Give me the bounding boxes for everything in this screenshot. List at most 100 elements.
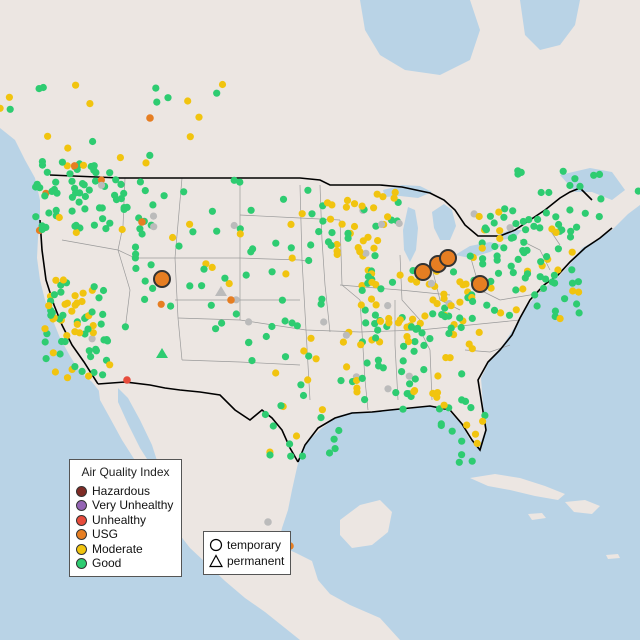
station-marker bbox=[298, 210, 306, 218]
station-marker bbox=[68, 307, 76, 315]
cuba bbox=[470, 474, 565, 500]
station-marker bbox=[479, 260, 487, 268]
jamaica bbox=[528, 513, 546, 520]
station-marker bbox=[136, 178, 144, 186]
station-marker bbox=[36, 184, 44, 192]
station-marker bbox=[92, 169, 100, 177]
station-marker bbox=[384, 213, 392, 221]
station-marker bbox=[363, 359, 371, 367]
station-marker bbox=[413, 324, 422, 332]
station-marker bbox=[261, 410, 269, 419]
station-marker bbox=[388, 278, 397, 286]
station-marker bbox=[554, 266, 562, 274]
station-marker bbox=[571, 175, 579, 183]
station-marker bbox=[87, 162, 95, 171]
station-marker bbox=[169, 233, 177, 242]
station-marker bbox=[200, 265, 208, 273]
shape-row-temporary: temporary bbox=[209, 537, 281, 553]
station-marker bbox=[410, 388, 418, 396]
station-marker bbox=[374, 356, 382, 364]
station-marker bbox=[407, 323, 416, 331]
station-marker bbox=[232, 310, 240, 318]
station-marker bbox=[57, 288, 65, 296]
station-marker bbox=[266, 451, 274, 459]
station-marker bbox=[297, 381, 305, 389]
station-marker bbox=[63, 332, 71, 340]
station-marker bbox=[421, 312, 429, 320]
station-marker bbox=[247, 206, 255, 214]
station-marker bbox=[71, 162, 79, 170]
station-marker bbox=[457, 323, 465, 332]
station-marker bbox=[288, 254, 296, 262]
station-marker bbox=[545, 188, 553, 197]
station-marker bbox=[398, 368, 406, 376]
station-marker bbox=[262, 332, 270, 341]
station-marker bbox=[483, 301, 491, 309]
station-marker bbox=[505, 311, 514, 319]
station-marker bbox=[43, 168, 51, 176]
legend-title: Air Quality Index bbox=[81, 465, 170, 479]
station-marker bbox=[84, 325, 92, 333]
station-marker bbox=[319, 217, 327, 225]
station-marker bbox=[281, 353, 290, 361]
station-marker bbox=[491, 242, 499, 251]
station-marker bbox=[44, 132, 52, 140]
station-marker bbox=[475, 328, 483, 336]
station-marker bbox=[440, 401, 448, 409]
station-marker bbox=[481, 224, 489, 232]
station-marker bbox=[99, 286, 108, 295]
station-marker bbox=[141, 277, 149, 285]
legend-row-unhealthy: Unhealthy bbox=[76, 513, 146, 527]
station-marker bbox=[338, 220, 346, 228]
station-marker bbox=[458, 437, 466, 445]
station-marker bbox=[581, 209, 589, 217]
station-marker bbox=[72, 228, 80, 237]
station-marker bbox=[400, 342, 408, 350]
baja-california bbox=[98, 384, 158, 482]
yucatan bbox=[340, 500, 392, 548]
station-marker bbox=[411, 338, 419, 346]
station-marker bbox=[106, 219, 114, 227]
station-marker bbox=[486, 212, 494, 220]
station-marker bbox=[359, 237, 367, 245]
legend-row-usg: USG bbox=[76, 527, 118, 541]
station-marker bbox=[236, 178, 244, 186]
station-marker bbox=[353, 376, 361, 385]
station-marker bbox=[413, 278, 421, 286]
station-marker bbox=[282, 270, 290, 278]
station-marker bbox=[208, 263, 216, 271]
station-marker bbox=[335, 426, 343, 435]
station-marker bbox=[315, 228, 323, 236]
station-marker bbox=[534, 215, 542, 223]
legend-swatch-moderate bbox=[76, 543, 87, 555]
station-marker bbox=[519, 285, 527, 293]
station-marker bbox=[42, 355, 50, 363]
station-marker bbox=[392, 389, 400, 397]
station-marker bbox=[567, 227, 575, 235]
station-marker bbox=[71, 184, 79, 192]
station-marker bbox=[467, 404, 475, 412]
station-marker bbox=[90, 368, 98, 377]
station-marker bbox=[509, 233, 517, 241]
station-marker bbox=[5, 93, 13, 101]
station-marker bbox=[308, 210, 316, 218]
station-marker bbox=[72, 81, 80, 89]
usg-station bbox=[153, 270, 171, 288]
station-marker bbox=[458, 370, 466, 378]
station-marker bbox=[230, 221, 238, 230]
station-marker bbox=[370, 244, 378, 252]
station-marker bbox=[141, 187, 149, 195]
station-marker bbox=[456, 278, 464, 286]
station-marker bbox=[372, 301, 380, 309]
station-marker bbox=[225, 280, 233, 288]
station-marker bbox=[99, 310, 107, 318]
station-marker bbox=[39, 83, 47, 92]
station-marker bbox=[447, 324, 455, 332]
legend-label: Moderate bbox=[92, 542, 143, 556]
legend-swatch-very-unhealthy bbox=[76, 499, 87, 511]
legend-row-moderate: Moderate bbox=[76, 542, 143, 556]
station-marker bbox=[95, 204, 104, 212]
station-marker bbox=[71, 222, 79, 230]
station-marker bbox=[479, 417, 487, 425]
station-marker bbox=[116, 154, 124, 162]
